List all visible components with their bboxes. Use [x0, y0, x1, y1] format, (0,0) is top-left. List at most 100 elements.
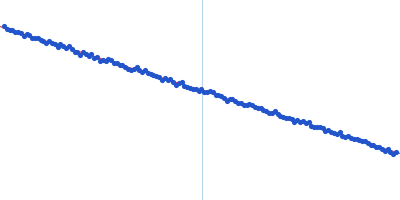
Point — [376, 145, 382, 148]
Point — [184, 85, 190, 89]
Point — [240, 103, 247, 106]
Point — [91, 57, 98, 60]
Point — [393, 150, 399, 153]
Point — [35, 36, 41, 40]
Point — [280, 115, 286, 119]
Point — [105, 58, 112, 61]
Point — [364, 141, 371, 145]
Point — [148, 73, 154, 76]
Point — [68, 48, 75, 51]
Point — [32, 36, 38, 39]
Point — [82, 53, 89, 56]
Point — [156, 76, 162, 79]
Point — [348, 136, 354, 139]
Point — [384, 148, 391, 151]
Point — [246, 103, 252, 106]
Point — [238, 102, 244, 105]
Point — [46, 40, 52, 43]
Point — [136, 69, 142, 72]
Point — [139, 71, 145, 74]
Point — [4, 28, 10, 31]
Point — [159, 78, 165, 81]
Point — [167, 78, 174, 81]
Point — [9, 28, 16, 32]
Point — [71, 50, 78, 54]
Point — [305, 121, 312, 124]
Point — [119, 63, 126, 66]
Point — [128, 69, 134, 72]
Point — [297, 121, 303, 124]
Point — [142, 69, 148, 72]
Point — [52, 42, 58, 45]
Point — [308, 124, 314, 127]
Point — [94, 55, 100, 58]
Point — [294, 119, 300, 122]
Point — [260, 109, 267, 112]
Point — [173, 83, 179, 86]
Point — [243, 104, 250, 107]
Point — [215, 94, 222, 97]
Point — [266, 111, 272, 114]
Point — [288, 117, 295, 120]
Point — [133, 66, 140, 69]
Point — [359, 139, 365, 143]
Point — [178, 81, 185, 84]
Point — [125, 68, 131, 71]
Point — [162, 77, 168, 80]
Point — [18, 32, 24, 35]
Point — [212, 94, 219, 97]
Point — [325, 129, 332, 132]
Point — [204, 91, 210, 94]
Point — [362, 140, 368, 143]
Point — [249, 103, 255, 106]
Point — [187, 87, 193, 90]
Point — [314, 125, 320, 128]
Point — [382, 149, 388, 152]
Point — [15, 31, 21, 34]
Point — [258, 107, 264, 110]
Point — [320, 127, 326, 130]
Point — [23, 32, 30, 35]
Point — [232, 99, 238, 102]
Point — [221, 96, 227, 99]
Point — [334, 133, 340, 136]
Point — [6, 28, 13, 31]
Point — [130, 67, 137, 70]
Point — [1, 24, 7, 27]
Point — [342, 136, 348, 139]
Point — [322, 130, 329, 133]
Point — [181, 84, 188, 87]
Point — [345, 135, 351, 138]
Point — [145, 72, 151, 75]
Point — [291, 120, 298, 123]
Point — [226, 97, 233, 100]
Point — [263, 110, 270, 113]
Point — [74, 50, 80, 53]
Point — [66, 44, 72, 48]
Point — [97, 59, 103, 62]
Point — [390, 152, 396, 155]
Point — [57, 42, 64, 45]
Point — [26, 34, 32, 37]
Point — [370, 144, 377, 147]
Point — [88, 53, 95, 56]
Point — [210, 91, 216, 94]
Point — [350, 137, 357, 140]
Point — [80, 50, 86, 53]
Point — [286, 116, 292, 119]
Point — [336, 131, 343, 134]
Point — [60, 45, 66, 48]
Point — [198, 87, 205, 90]
Point — [150, 73, 157, 77]
Point — [201, 90, 208, 93]
Point — [252, 105, 258, 108]
Point — [190, 87, 196, 91]
Point — [100, 58, 106, 62]
Point — [102, 60, 109, 63]
Point — [207, 90, 213, 93]
Point — [311, 125, 318, 128]
Point — [111, 62, 117, 65]
Point — [63, 46, 69, 50]
Point — [224, 99, 230, 102]
Point — [277, 114, 284, 118]
